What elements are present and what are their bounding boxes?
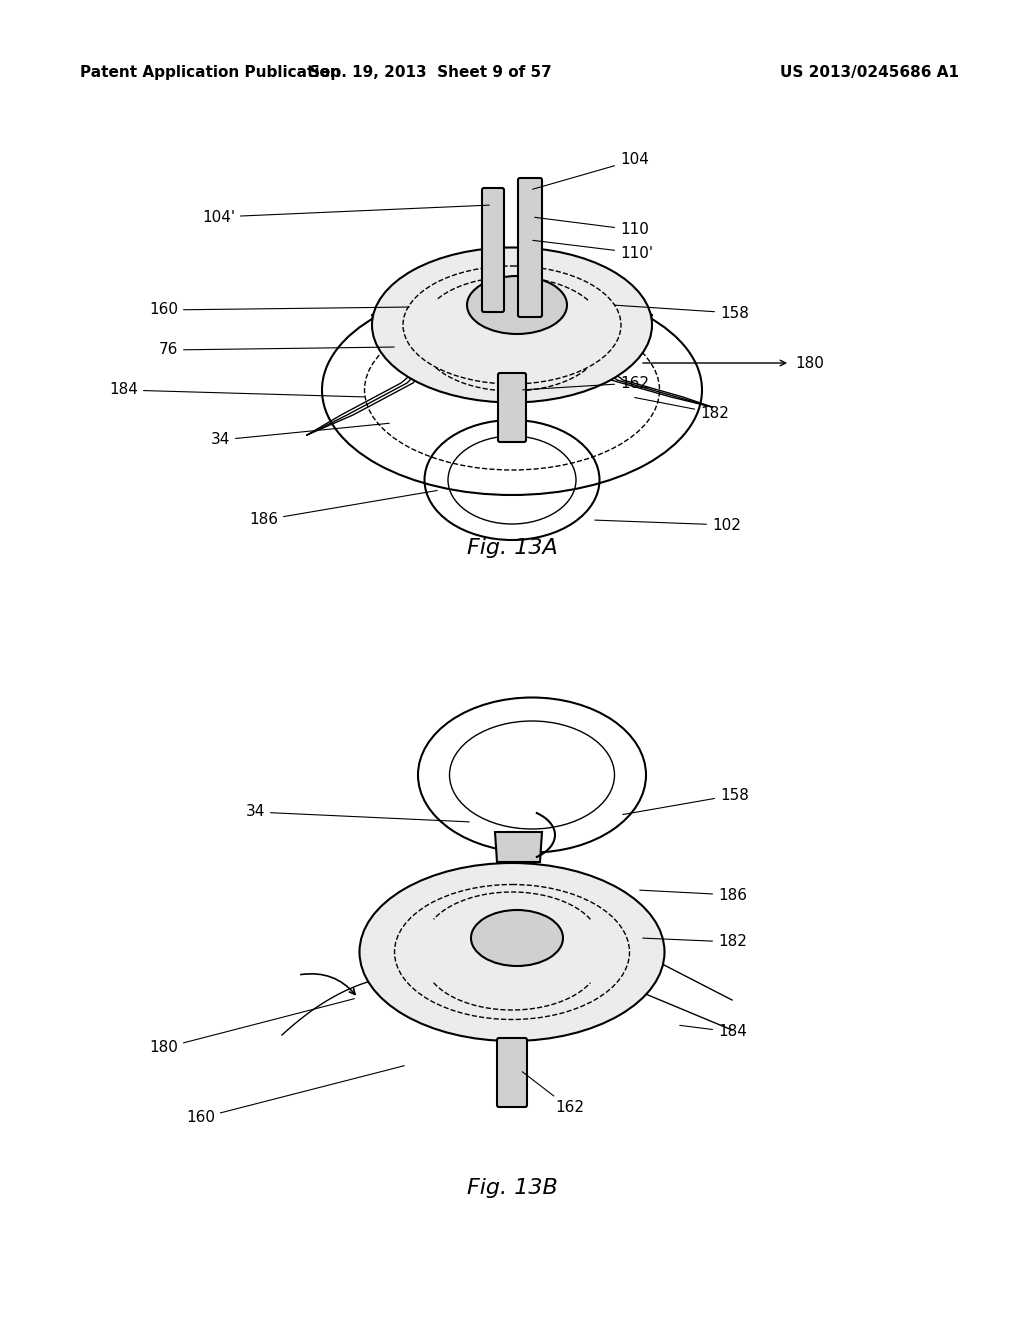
Text: 162: 162 [522,1072,584,1115]
Text: 184: 184 [110,383,365,397]
FancyBboxPatch shape [482,187,504,312]
Text: 182: 182 [635,397,729,421]
Text: 76: 76 [159,342,394,358]
FancyBboxPatch shape [497,1038,527,1107]
Polygon shape [584,294,652,356]
Ellipse shape [359,863,665,1041]
Ellipse shape [471,909,563,966]
Polygon shape [372,294,440,356]
Text: 186: 186 [640,887,746,903]
Text: Fig. 13B: Fig. 13B [467,1177,557,1199]
Ellipse shape [372,248,652,403]
Text: Sep. 19, 2013  Sheet 9 of 57: Sep. 19, 2013 Sheet 9 of 57 [308,65,551,79]
Text: 184: 184 [680,1024,746,1040]
FancyBboxPatch shape [498,374,526,442]
Text: Fig. 13A: Fig. 13A [467,539,557,558]
Text: 160: 160 [150,302,410,318]
Text: 104': 104' [202,205,489,224]
Polygon shape [584,912,660,993]
Polygon shape [495,832,542,862]
Text: 180: 180 [795,355,824,371]
Text: 182: 182 [643,935,746,949]
Text: 186: 186 [249,491,437,528]
FancyBboxPatch shape [518,178,542,317]
Polygon shape [364,912,440,993]
Ellipse shape [467,276,567,334]
Text: 162: 162 [523,375,649,391]
Text: 180: 180 [150,999,354,1056]
Text: 158: 158 [623,788,749,814]
Text: 158: 158 [614,305,749,321]
Text: 102: 102 [595,517,741,532]
Text: 34: 34 [211,424,389,447]
Text: 104: 104 [532,153,649,189]
Text: 110: 110 [535,218,649,238]
Text: 34: 34 [246,804,469,822]
Text: Patent Application Publication: Patent Application Publication [80,65,341,79]
Text: 160: 160 [186,1065,404,1126]
Text: US 2013/0245686 A1: US 2013/0245686 A1 [780,65,959,79]
Text: 110': 110' [532,240,653,260]
